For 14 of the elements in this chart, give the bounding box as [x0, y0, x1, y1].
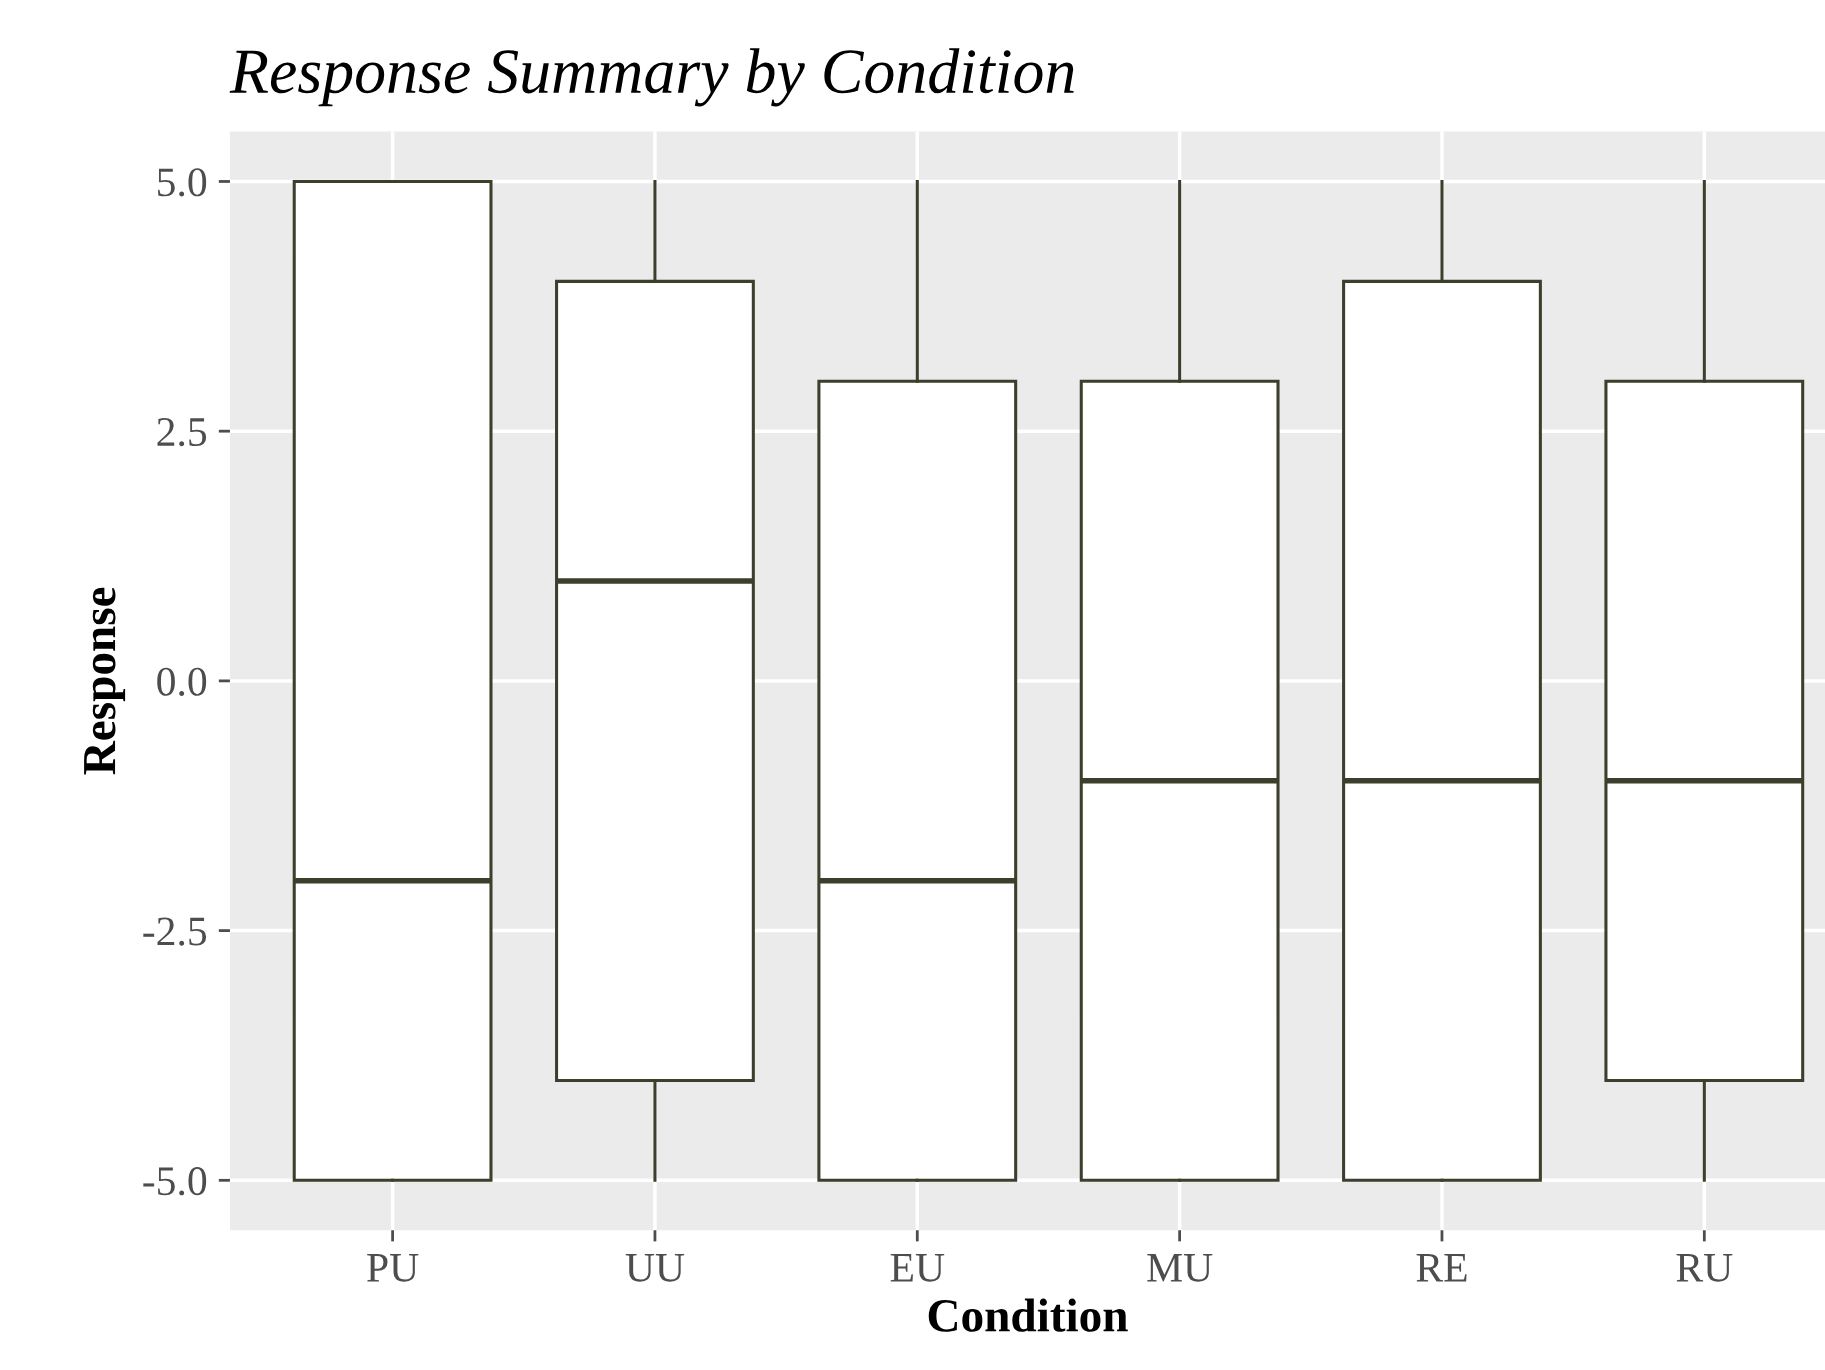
y-tick-label: -5.0 [143, 1167, 207, 1196]
y-tick-label: 5.0 [158, 168, 207, 197]
y-tick-label: 2.5 [157, 418, 207, 447]
y-tick-label: -2.5 [143, 917, 207, 946]
y-axis-title: Response [84, 587, 126, 775]
x-tick-label: EU [890, 1254, 945, 1282]
y-tick-label: 0.0 [157, 667, 207, 696]
x-tick-label: RU [1676, 1254, 1733, 1282]
x-axis-title: Condition [928, 1298, 1128, 1332]
x-tick-label: UU [625, 1254, 685, 1282]
x-tick-label: PU [367, 1254, 419, 1282]
x-tick-label: RE [1416, 1254, 1467, 1282]
x-tick-label: MU [1147, 1254, 1213, 1282]
chart-title: Response Summary by Condition [229, 48, 1074, 107]
